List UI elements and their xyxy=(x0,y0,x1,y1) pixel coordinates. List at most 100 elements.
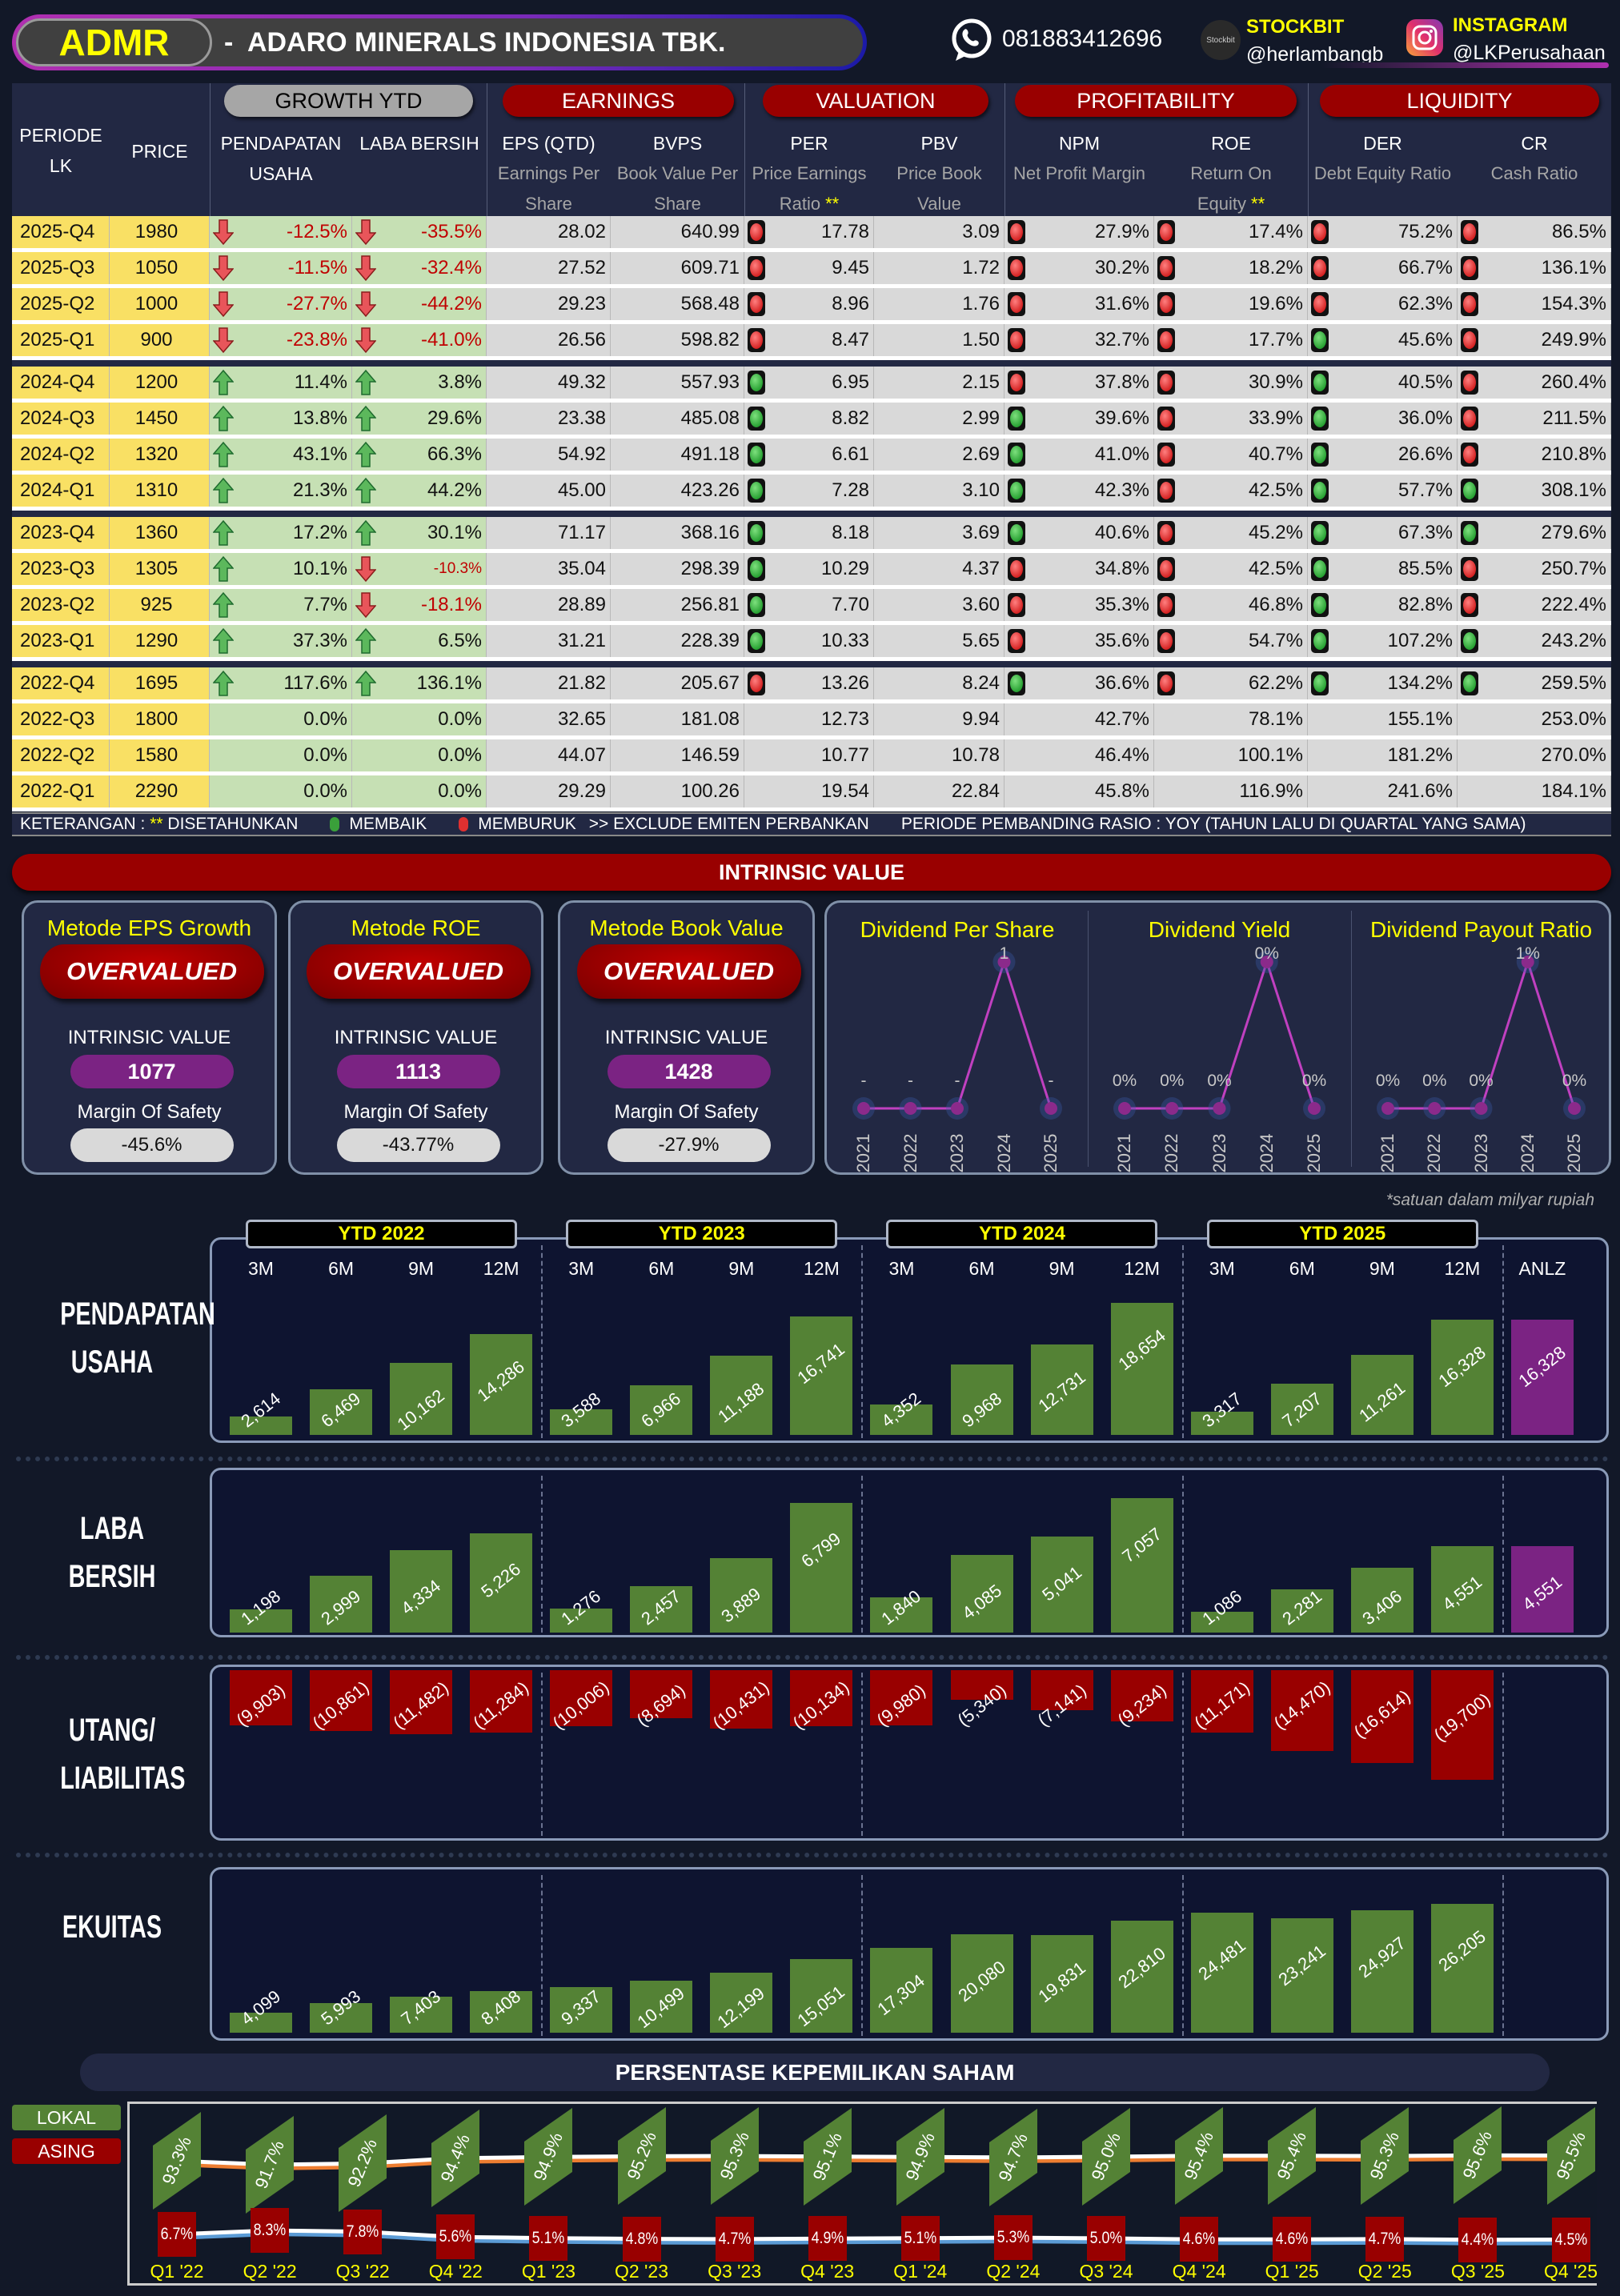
green-indicator-icon xyxy=(1311,521,1329,549)
bar[interactable] xyxy=(470,1333,533,1435)
eps-cell: 21.82 xyxy=(557,672,606,694)
bar[interactable] xyxy=(790,1316,853,1435)
valuation-status-button[interactable]: OVERVALUED xyxy=(39,944,264,999)
bar[interactable] xyxy=(630,1585,693,1633)
header-divider xyxy=(1004,83,1005,216)
bar[interactable] xyxy=(630,1385,693,1435)
bar[interactable] xyxy=(870,1404,933,1435)
bar[interactable] xyxy=(390,1996,453,2033)
bar[interactable] xyxy=(1270,1670,1333,1751)
bar[interactable] xyxy=(470,1670,533,1733)
bar[interactable] xyxy=(1350,1567,1413,1633)
net-profit-growth-cell: -32.4% xyxy=(420,257,482,278)
intrinsic-value: 1113 xyxy=(336,1055,500,1088)
bar[interactable] xyxy=(870,1947,933,2033)
bar[interactable] xyxy=(710,1558,773,1633)
bar[interactable] xyxy=(550,1986,613,2033)
bar[interactable] xyxy=(1270,1589,1333,1633)
bar[interactable] xyxy=(1510,1545,1574,1633)
bar[interactable] xyxy=(550,1608,613,1633)
bar[interactable] xyxy=(1190,1912,1253,2033)
der-cell: 241.6% xyxy=(1387,780,1453,802)
bar[interactable] xyxy=(710,1973,773,2033)
bar[interactable] xyxy=(390,1549,453,1633)
bar[interactable] xyxy=(230,1670,292,1725)
bar[interactable] xyxy=(1030,1536,1093,1633)
bar[interactable] xyxy=(390,1670,453,1734)
red-indicator-icon xyxy=(1461,220,1478,248)
bar[interactable] xyxy=(1110,1303,1173,1435)
chart-divider xyxy=(1088,911,1089,1167)
bar[interactable] xyxy=(310,1388,373,1435)
bar[interactable] xyxy=(950,1364,1013,1435)
bar[interactable] xyxy=(950,1670,1013,1701)
cell-bg xyxy=(110,288,210,320)
bar[interactable] xyxy=(550,1409,613,1435)
bar[interactable] xyxy=(790,1958,853,2033)
bar[interactable] xyxy=(1030,1344,1093,1435)
bar[interactable] xyxy=(390,1363,453,1435)
npm-cell: 41.0% xyxy=(1094,443,1149,465)
bar[interactable] xyxy=(1110,1920,1173,2033)
bar[interactable] xyxy=(870,1597,933,1633)
bar[interactable] xyxy=(710,1356,773,1435)
bar[interactable] xyxy=(1430,1545,1494,1633)
bar[interactable] xyxy=(950,1933,1013,2033)
bar[interactable] xyxy=(1350,1670,1413,1763)
bar[interactable] xyxy=(550,1670,613,1726)
cell-bg xyxy=(352,252,487,284)
valuation-status-button[interactable]: OVERVALUED xyxy=(306,944,531,999)
bar[interactable] xyxy=(1190,1670,1253,1733)
bar[interactable] xyxy=(1110,1670,1173,1722)
bar[interactable] xyxy=(630,1981,693,2033)
cell-bg xyxy=(1458,216,1611,248)
instagram-handle[interactable]: @LKPerusahaan xyxy=(1453,42,1606,64)
cell-bg xyxy=(1004,775,1154,807)
ownership-lines xyxy=(176,2153,1571,2246)
bar[interactable] xyxy=(1270,1918,1333,2033)
bar[interactable] xyxy=(1430,1670,1494,1780)
bar[interactable] xyxy=(1350,1355,1413,1435)
eps-cell: 29.29 xyxy=(557,780,606,802)
bar[interactable] xyxy=(1350,1909,1413,2033)
bar[interactable] xyxy=(310,2003,373,2033)
bar[interactable] xyxy=(1030,1935,1093,2033)
roe-cell: 45.2% xyxy=(1248,522,1303,543)
bar[interactable] xyxy=(630,1670,693,1719)
cell-bg xyxy=(12,517,110,549)
stockbit-handle[interactable]: @herlambangb xyxy=(1246,43,1384,66)
phone-number[interactable]: 081883412696 xyxy=(1002,26,1163,52)
bar[interactable] xyxy=(1430,1904,1494,2033)
bar[interactable] xyxy=(310,1670,373,1731)
bar[interactable] xyxy=(310,1575,373,1633)
bar[interactable] xyxy=(230,1416,292,1435)
bar[interactable] xyxy=(230,2012,292,2033)
cell-bg xyxy=(110,252,210,284)
bar[interactable] xyxy=(790,1503,853,1633)
year-group-chip: YTD 2023 xyxy=(566,1220,838,1248)
bar[interactable] xyxy=(1190,1411,1253,1435)
bar[interactable] xyxy=(1030,1670,1093,1710)
cell-bg xyxy=(1154,589,1308,621)
column-subtitle: Cash Ratio xyxy=(1461,158,1608,189)
cell-bg xyxy=(611,553,744,585)
bar[interactable] xyxy=(1510,1319,1574,1435)
cell-bg xyxy=(12,403,110,435)
valuation-status-button[interactable]: OVERVALUED xyxy=(576,944,801,999)
column-title: PER xyxy=(790,133,828,154)
bar[interactable] xyxy=(230,1609,292,1633)
asing-value-label: 5.1% xyxy=(529,2215,568,2261)
bar[interactable] xyxy=(470,1991,533,2033)
cell-bg xyxy=(1458,439,1611,471)
cell-bg xyxy=(110,553,210,585)
bar[interactable] xyxy=(470,1533,533,1633)
bar[interactable] xyxy=(1110,1498,1173,1633)
bar[interactable] xyxy=(870,1670,933,1726)
lokal-value-text: 91.7% xyxy=(251,2138,288,2192)
bar[interactable] xyxy=(950,1554,1013,1633)
bar[interactable] xyxy=(790,1670,853,1727)
bar[interactable] xyxy=(710,1670,773,1729)
bar[interactable] xyxy=(1190,1612,1253,1633)
bar[interactable] xyxy=(1270,1384,1333,1435)
bar[interactable] xyxy=(1430,1319,1494,1435)
